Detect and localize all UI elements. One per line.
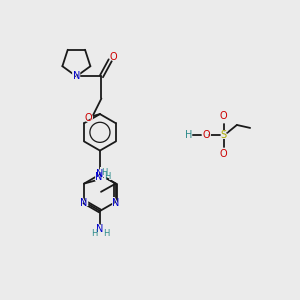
Text: H: H	[101, 168, 107, 177]
Text: N: N	[111, 196, 121, 209]
Text: H: H	[183, 129, 194, 142]
Text: N: N	[96, 224, 103, 234]
Text: O: O	[110, 52, 118, 62]
Text: N: N	[112, 198, 119, 208]
Text: S: S	[219, 129, 228, 142]
Text: O: O	[218, 148, 229, 160]
Text: H: H	[104, 172, 111, 181]
Text: H: H	[91, 229, 97, 238]
Text: H: H	[99, 167, 109, 177]
Text: O: O	[109, 51, 119, 64]
Text: H: H	[184, 130, 192, 140]
Text: O: O	[218, 110, 229, 123]
Text: S: S	[220, 130, 227, 140]
Text: N: N	[79, 196, 89, 209]
Text: H: H	[103, 229, 109, 238]
Text: N: N	[96, 169, 103, 178]
Text: N: N	[95, 167, 105, 180]
Text: N: N	[95, 172, 103, 182]
Text: N: N	[80, 198, 88, 208]
Text: H: H	[89, 229, 99, 238]
Text: H: H	[101, 229, 110, 238]
Text: N: N	[95, 222, 105, 235]
Text: O: O	[84, 113, 92, 124]
Text: N: N	[94, 171, 104, 184]
Text: N: N	[73, 71, 80, 81]
Text: O: O	[202, 130, 210, 140]
Text: O: O	[201, 129, 211, 142]
Text: H: H	[103, 172, 112, 182]
Text: N: N	[71, 70, 82, 83]
Text: O: O	[83, 112, 94, 125]
Text: O: O	[220, 111, 227, 122]
Text: O: O	[220, 149, 227, 159]
